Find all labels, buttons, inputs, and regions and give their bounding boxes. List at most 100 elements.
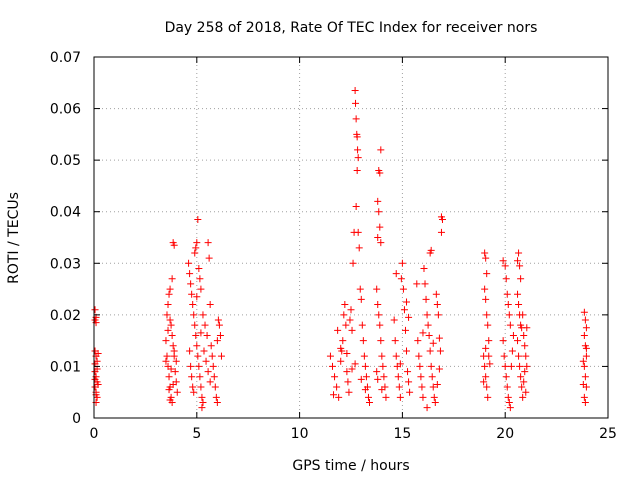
data-point (405, 378, 413, 386)
data-point (206, 378, 214, 386)
data-point (376, 169, 384, 177)
data-point (208, 352, 216, 360)
data-points (91, 87, 590, 412)
data-point (379, 362, 387, 370)
data-point (373, 368, 381, 376)
data-point (360, 352, 368, 360)
data-point (504, 301, 512, 309)
data-point (186, 347, 194, 355)
data-point (505, 311, 513, 319)
data-point (169, 342, 177, 350)
data-point (216, 331, 224, 339)
data-point (195, 264, 203, 272)
data-point (504, 393, 512, 401)
data-point (520, 331, 528, 339)
data-point (394, 373, 402, 381)
data-point (426, 347, 434, 355)
data-point (197, 383, 205, 391)
data-point (209, 362, 217, 370)
data-point (508, 347, 516, 355)
data-point (417, 373, 425, 381)
data-point (167, 321, 175, 329)
data-point (196, 373, 204, 381)
data-point (519, 311, 527, 319)
data-point (514, 257, 522, 265)
data-point (340, 311, 348, 319)
data-point (378, 352, 386, 360)
y-tick-label: 0.03 (50, 256, 81, 272)
data-point (214, 316, 222, 324)
data-point (335, 393, 343, 401)
data-point (331, 373, 339, 381)
data-point (404, 368, 412, 376)
data-point (204, 368, 212, 376)
data-point (187, 362, 195, 370)
data-point (392, 352, 400, 360)
data-point (581, 316, 589, 324)
data-point (515, 301, 523, 309)
data-point (502, 275, 510, 283)
y-tick-label: 0.06 (50, 102, 81, 118)
data-point (357, 295, 365, 303)
data-point (582, 352, 590, 360)
data-point (403, 298, 411, 306)
data-point (165, 290, 173, 298)
data-point (428, 373, 436, 381)
y-tick-label: 0.05 (50, 153, 81, 169)
data-point (167, 365, 175, 373)
data-point (200, 347, 208, 355)
data-point (351, 360, 359, 368)
data-point (94, 350, 102, 358)
data-point (170, 347, 178, 355)
data-point (433, 301, 441, 309)
data-point (348, 326, 356, 334)
x-tick-labels: 0 5 10 15 20 25 (90, 426, 617, 442)
data-point (499, 337, 507, 345)
data-point (405, 313, 413, 321)
data-point (343, 368, 351, 376)
data-point (374, 301, 382, 309)
data-point (190, 388, 198, 396)
data-point (213, 337, 221, 345)
data-point (399, 285, 407, 293)
data-point (341, 301, 349, 309)
data-point (434, 311, 442, 319)
data-point (205, 254, 213, 262)
x-tick-label: 5 (192, 426, 201, 442)
data-point (354, 228, 362, 236)
data-point (94, 380, 102, 388)
data-point (191, 321, 199, 329)
data-point (373, 285, 381, 293)
data-point (210, 373, 218, 381)
data-point (579, 380, 587, 388)
data-point (481, 249, 489, 257)
axis-ticks (93, 56, 609, 419)
data-point (423, 311, 431, 319)
data-point (169, 380, 177, 388)
x-axis-label: GPS time / hours (292, 458, 409, 474)
data-point (421, 280, 429, 288)
data-point (347, 306, 355, 314)
data-point (197, 285, 205, 293)
data-point (343, 350, 351, 358)
data-point (328, 362, 336, 370)
data-point (196, 275, 204, 283)
data-point (523, 362, 531, 370)
data-point (354, 146, 362, 154)
data-point (482, 344, 490, 352)
data-point (198, 404, 206, 412)
data-point (503, 383, 511, 391)
data-point (395, 383, 403, 391)
data-point (499, 257, 507, 265)
data-point (163, 352, 171, 360)
data-point (420, 264, 428, 272)
data-point (168, 331, 176, 339)
data-point (188, 373, 196, 381)
data-point (483, 383, 491, 391)
data-point (345, 388, 353, 396)
data-point (418, 383, 426, 391)
data-point (355, 244, 363, 252)
data-point (352, 99, 360, 107)
data-point (211, 383, 219, 391)
data-point (481, 362, 489, 370)
